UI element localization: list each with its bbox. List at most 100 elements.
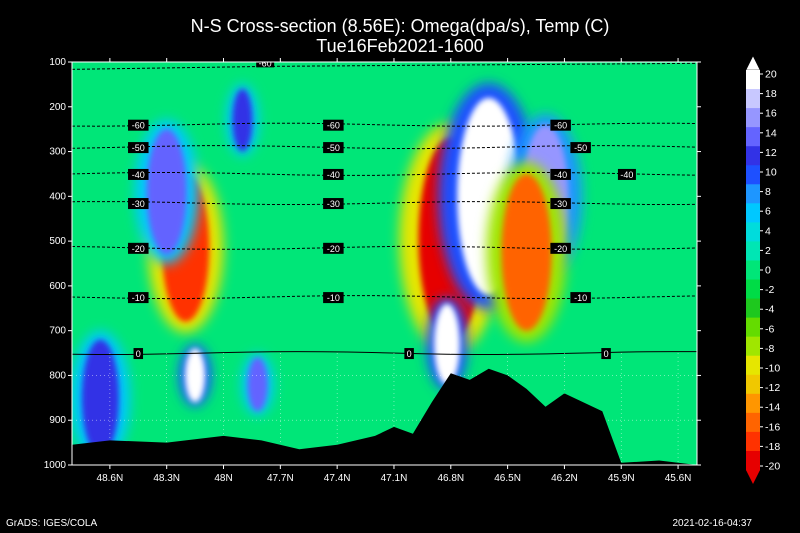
contour-label-bg	[128, 142, 149, 154]
contour-label: -10	[574, 293, 587, 303]
colorbar-swatch	[746, 298, 760, 319]
colorbar-swatch	[746, 108, 760, 128]
contour-label: -10	[132, 293, 145, 303]
colorbar-label: -10	[765, 363, 780, 375]
colorbar-swatch	[746, 89, 760, 109]
colorbar-label: 6	[765, 206, 771, 218]
contour-label-bg	[128, 198, 149, 210]
x-tick-label: 45.6N	[665, 473, 692, 484]
contour-label: -10	[327, 293, 340, 303]
y-tick-label: 300	[49, 147, 66, 158]
footer-timestamp: 2021-02-16-04:37	[672, 518, 752, 529]
y-tick-label: 600	[49, 281, 66, 292]
colorbar-swatch	[746, 317, 760, 338]
colorbar-swatch	[746, 374, 760, 395]
contour-label: -50	[574, 143, 587, 153]
contour-label-bg	[601, 348, 611, 360]
contour-label-bg	[128, 292, 149, 304]
omega-core	[185, 348, 206, 403]
contour-label: -50	[132, 143, 145, 153]
colorbar-label: -16	[765, 421, 780, 433]
colorbar-max-arrow	[745, 55, 761, 71]
contour-line	[72, 122, 697, 127]
contour-label-bg	[550, 242, 571, 254]
contour-label: -40	[327, 170, 340, 180]
contour-label-bg	[550, 168, 571, 180]
omega-core	[434, 303, 460, 385]
contour-label: -60	[327, 121, 340, 131]
colorbar-label: -6	[765, 323, 774, 335]
colorbar-label: 20	[765, 69, 777, 81]
x-tick-label: 45.9N	[608, 473, 635, 484]
contour-label: -60	[132, 121, 145, 131]
omega-core	[81, 339, 120, 457]
contour-label-bg	[128, 242, 149, 254]
colorbar-label: -18	[765, 441, 780, 453]
colorbar-swatch	[746, 165, 760, 185]
colorbar-label: -8	[765, 343, 774, 355]
omega-core	[146, 129, 187, 255]
contour-label: -30	[132, 199, 145, 209]
contour-line	[72, 201, 697, 205]
colorbar-label: -20	[765, 461, 780, 473]
colorbar-swatch	[746, 146, 760, 166]
contour-label: -50	[327, 143, 340, 153]
contour-label: 0	[136, 349, 141, 359]
contour-label: 0	[407, 349, 412, 359]
y-tick-label: 900	[49, 415, 66, 426]
y-axis: 100 200 300 400 500 600 700 800 900 1000	[44, 57, 701, 471]
y-tick-label: 500	[49, 236, 66, 247]
colorbar-label: -2	[765, 284, 774, 296]
colorbar-label: -14	[765, 402, 780, 414]
contour-label-bg	[550, 198, 571, 210]
colorbar-swatch	[746, 203, 760, 223]
contour-label: -20	[327, 244, 340, 254]
x-tick-label: 46.8N	[437, 473, 464, 484]
plot-area: -60 -60 -60 -50 -50 -50 -40 -40 -40 -40 -30 -30 -30 -…	[72, 62, 697, 465]
colorbar-label: -12	[765, 382, 780, 394]
contour-line	[72, 145, 697, 150]
contour-label-bg	[617, 168, 636, 180]
colorbar-label: 0	[765, 265, 771, 277]
x-tick-label: 48.6N	[97, 473, 124, 484]
contour-line	[72, 172, 697, 176]
colorbar-label: 18	[765, 88, 777, 100]
y-tick-label: 800	[49, 370, 66, 381]
contour-label: -20	[554, 244, 567, 254]
colorbar-label: -4	[765, 304, 774, 316]
contour-label: -40	[132, 170, 145, 180]
colorbar-label: 2	[765, 245, 771, 257]
y-tick-label: 700	[49, 326, 66, 337]
colorbar-swatch	[746, 336, 760, 357]
colorbar-swatch	[746, 393, 760, 414]
contour-label: 0	[604, 349, 609, 359]
contour-label-bg	[128, 119, 149, 131]
contour-line	[72, 295, 697, 300]
contour-label: -30	[554, 199, 567, 209]
terrain	[72, 368, 697, 465]
x-tick-label: 46.5N	[494, 473, 521, 484]
contour-label: -40	[620, 170, 633, 180]
contour-label-bg	[323, 292, 344, 304]
contour-label: -60	[554, 121, 567, 131]
y-tick-label: 100	[49, 57, 66, 68]
contour-label-bg	[133, 348, 144, 360]
colorbar-swatch	[746, 431, 760, 452]
x-tick-label: 48.3N	[153, 473, 180, 484]
y-tick-label: 200	[49, 102, 66, 113]
x-tick-label: 47.1N	[381, 473, 408, 484]
omega-core	[232, 88, 253, 152]
contour-label-bg	[570, 292, 591, 304]
contour-label-bg	[550, 119, 571, 131]
contour-label-bg	[323, 242, 344, 254]
contour-label-bg	[323, 142, 344, 154]
colorbar-swatch	[746, 184, 760, 204]
contour-label-bg	[570, 142, 591, 154]
x-tick-label: 47.4N	[324, 473, 351, 484]
colorbar-swatch	[746, 70, 760, 90]
contour-line	[72, 245, 697, 250]
y-tick-label: 1000	[44, 460, 67, 471]
colorbar-swatch	[746, 279, 760, 300]
plot-frame	[71, 61, 698, 466]
